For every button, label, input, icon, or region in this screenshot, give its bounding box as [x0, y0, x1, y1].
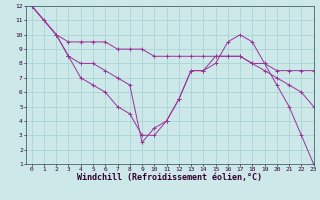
- X-axis label: Windchill (Refroidissement éolien,°C): Windchill (Refroidissement éolien,°C): [77, 173, 262, 182]
